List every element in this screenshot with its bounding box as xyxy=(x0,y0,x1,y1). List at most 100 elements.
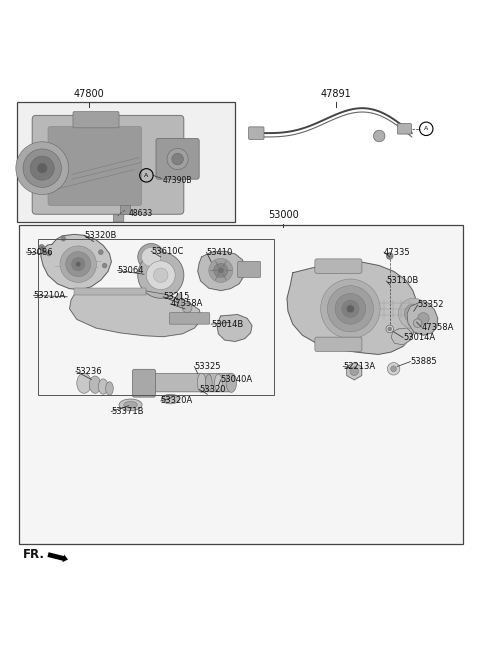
Text: A: A xyxy=(144,173,148,178)
Circle shape xyxy=(146,261,175,289)
Circle shape xyxy=(350,367,359,375)
Circle shape xyxy=(37,163,47,173)
Text: 53210A: 53210A xyxy=(34,291,66,300)
Text: 47335: 47335 xyxy=(384,248,410,256)
Circle shape xyxy=(30,156,54,180)
Ellipse shape xyxy=(106,382,113,395)
FancyBboxPatch shape xyxy=(156,138,199,179)
Circle shape xyxy=(102,263,107,268)
Circle shape xyxy=(321,279,380,338)
Ellipse shape xyxy=(77,373,91,394)
Ellipse shape xyxy=(226,373,237,392)
FancyBboxPatch shape xyxy=(73,112,119,128)
Circle shape xyxy=(347,305,354,313)
Text: 53110B: 53110B xyxy=(386,276,419,285)
Text: 47800: 47800 xyxy=(73,89,104,99)
Polygon shape xyxy=(41,234,111,289)
Circle shape xyxy=(388,327,392,331)
Circle shape xyxy=(138,243,165,270)
Polygon shape xyxy=(287,262,418,354)
Polygon shape xyxy=(391,328,412,345)
Bar xyxy=(120,205,130,214)
Ellipse shape xyxy=(124,401,137,408)
Circle shape xyxy=(16,142,69,195)
Circle shape xyxy=(47,251,51,256)
Bar xyxy=(38,239,274,395)
Polygon shape xyxy=(347,363,362,380)
Text: 52213A: 52213A xyxy=(343,362,375,371)
Ellipse shape xyxy=(98,379,108,394)
Text: 53064: 53064 xyxy=(118,266,144,275)
Circle shape xyxy=(167,148,188,170)
Circle shape xyxy=(72,257,85,271)
Text: 53371B: 53371B xyxy=(111,407,144,416)
FancyBboxPatch shape xyxy=(315,259,362,274)
Bar xyxy=(74,288,146,295)
Circle shape xyxy=(60,246,96,282)
Text: 53040A: 53040A xyxy=(221,375,253,384)
Ellipse shape xyxy=(205,375,212,391)
FancyBboxPatch shape xyxy=(238,261,261,277)
Circle shape xyxy=(172,154,183,165)
Polygon shape xyxy=(217,315,252,341)
FancyBboxPatch shape xyxy=(169,313,210,324)
Circle shape xyxy=(23,149,61,188)
FancyBboxPatch shape xyxy=(177,294,182,306)
Text: A: A xyxy=(424,127,428,131)
Text: 53215: 53215 xyxy=(163,293,190,301)
Circle shape xyxy=(76,262,81,266)
Circle shape xyxy=(142,247,161,266)
Text: FR.: FR. xyxy=(23,548,45,561)
Circle shape xyxy=(404,304,423,323)
Text: 47358A: 47358A xyxy=(170,300,203,308)
Text: 53325: 53325 xyxy=(194,362,221,371)
Bar xyxy=(17,102,235,222)
Polygon shape xyxy=(198,251,245,291)
Bar xyxy=(19,225,463,544)
FancyBboxPatch shape xyxy=(132,369,156,397)
Circle shape xyxy=(138,252,184,298)
Circle shape xyxy=(342,300,359,318)
Ellipse shape xyxy=(89,376,101,394)
Circle shape xyxy=(214,263,228,277)
Circle shape xyxy=(386,325,394,333)
Text: 53885: 53885 xyxy=(410,357,437,366)
Text: 53320: 53320 xyxy=(199,385,226,394)
Text: 53410: 53410 xyxy=(206,248,233,256)
Circle shape xyxy=(218,268,224,274)
Circle shape xyxy=(410,310,418,318)
Circle shape xyxy=(39,245,45,250)
Circle shape xyxy=(61,236,66,241)
Text: 48633: 48633 xyxy=(129,209,153,218)
Circle shape xyxy=(209,258,233,282)
Circle shape xyxy=(391,366,396,372)
Ellipse shape xyxy=(119,399,142,411)
Circle shape xyxy=(418,313,429,324)
Circle shape xyxy=(182,303,192,313)
FancyBboxPatch shape xyxy=(315,337,362,352)
Ellipse shape xyxy=(197,373,206,392)
Ellipse shape xyxy=(215,374,222,392)
Text: 47358A: 47358A xyxy=(421,323,454,331)
Polygon shape xyxy=(407,302,438,335)
Text: 53610C: 53610C xyxy=(151,247,183,256)
Text: 53014B: 53014B xyxy=(211,319,243,329)
Circle shape xyxy=(335,293,366,324)
Text: 53014A: 53014A xyxy=(403,333,435,342)
Text: 53320B: 53320B xyxy=(84,231,116,240)
Ellipse shape xyxy=(161,394,180,404)
Text: 47891: 47891 xyxy=(321,89,351,99)
Text: 53236: 53236 xyxy=(76,367,102,376)
FancyBboxPatch shape xyxy=(113,215,124,222)
Polygon shape xyxy=(70,289,202,337)
Text: 53352: 53352 xyxy=(418,300,444,310)
FancyBboxPatch shape xyxy=(147,374,232,392)
Text: 53000: 53000 xyxy=(268,211,299,220)
Circle shape xyxy=(386,253,393,259)
Text: 53086: 53086 xyxy=(26,248,53,256)
Circle shape xyxy=(154,268,168,282)
Circle shape xyxy=(66,252,91,277)
FancyArrow shape xyxy=(48,552,68,562)
FancyBboxPatch shape xyxy=(32,115,184,215)
Text: 53320A: 53320A xyxy=(161,396,193,405)
